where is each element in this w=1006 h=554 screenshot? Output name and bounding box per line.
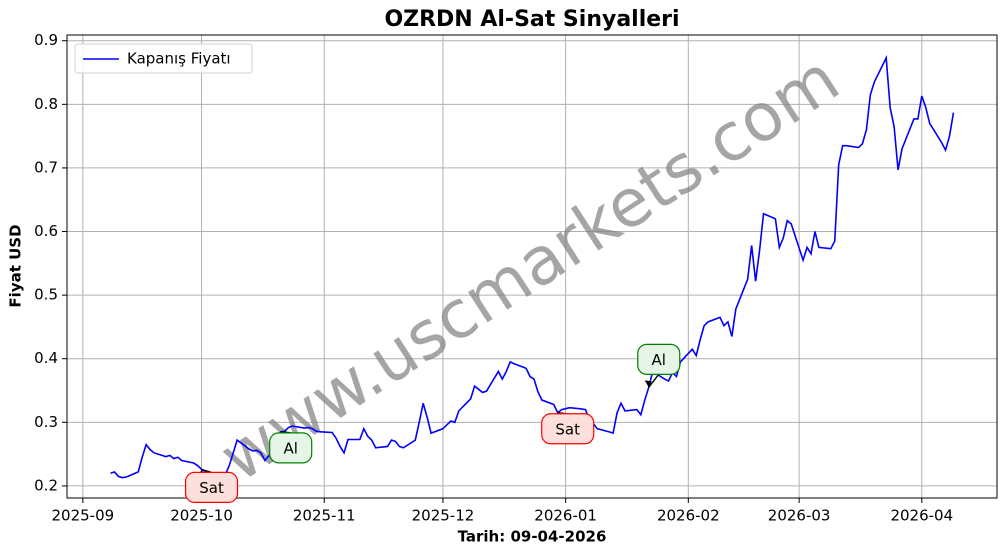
y-tick-label: 0.3 bbox=[34, 413, 58, 431]
annotation-arrow bbox=[648, 373, 660, 388]
annotation-label: Al bbox=[652, 351, 666, 369]
annotation-box bbox=[184, 471, 239, 503]
annotation-box bbox=[637, 343, 681, 375]
annotation-label: Al bbox=[283, 439, 297, 457]
x-tick-label: 2026-04 bbox=[890, 507, 953, 525]
x-tick-label: 2026-02 bbox=[657, 507, 720, 525]
y-tick-label: 0.5 bbox=[34, 286, 58, 304]
x-tick-label: 2026-01 bbox=[534, 507, 597, 525]
x-tick-label: 2026-03 bbox=[768, 507, 831, 525]
x-tick-label: 2025-11 bbox=[293, 507, 356, 525]
y-axis-label: Fiyat USD bbox=[7, 224, 25, 307]
annotation-label: Sat bbox=[555, 420, 580, 438]
y-tick-label: 0.2 bbox=[34, 476, 58, 494]
x-axis-label: Tarih: 09-04-2026 bbox=[458, 528, 607, 546]
x-tick-label: 2025-09 bbox=[51, 507, 114, 525]
chart-title: OZRDN Al-Sat Sinyalleri bbox=[384, 7, 679, 32]
plot-frame bbox=[66, 34, 998, 499]
price-line bbox=[110, 54, 955, 479]
annotation-box bbox=[269, 432, 313, 464]
x-tick-label: 2025-10 bbox=[170, 507, 233, 525]
y-tick-label: 0.9 bbox=[34, 31, 58, 49]
y-tick-label: 0.4 bbox=[34, 349, 58, 367]
annotation-label: Sat bbox=[199, 479, 224, 497]
legend-box bbox=[74, 43, 253, 74]
annotation-arrowhead bbox=[644, 380, 652, 388]
y-tick-label: 0.6 bbox=[34, 222, 58, 240]
y-tick-label: 0.7 bbox=[34, 158, 58, 176]
y-tick-label: 0.8 bbox=[34, 95, 58, 113]
x-tick-label: 2025-12 bbox=[412, 507, 475, 525]
annotation-box bbox=[541, 413, 595, 445]
legend-label: Kapanış Fiyatı bbox=[127, 50, 231, 68]
